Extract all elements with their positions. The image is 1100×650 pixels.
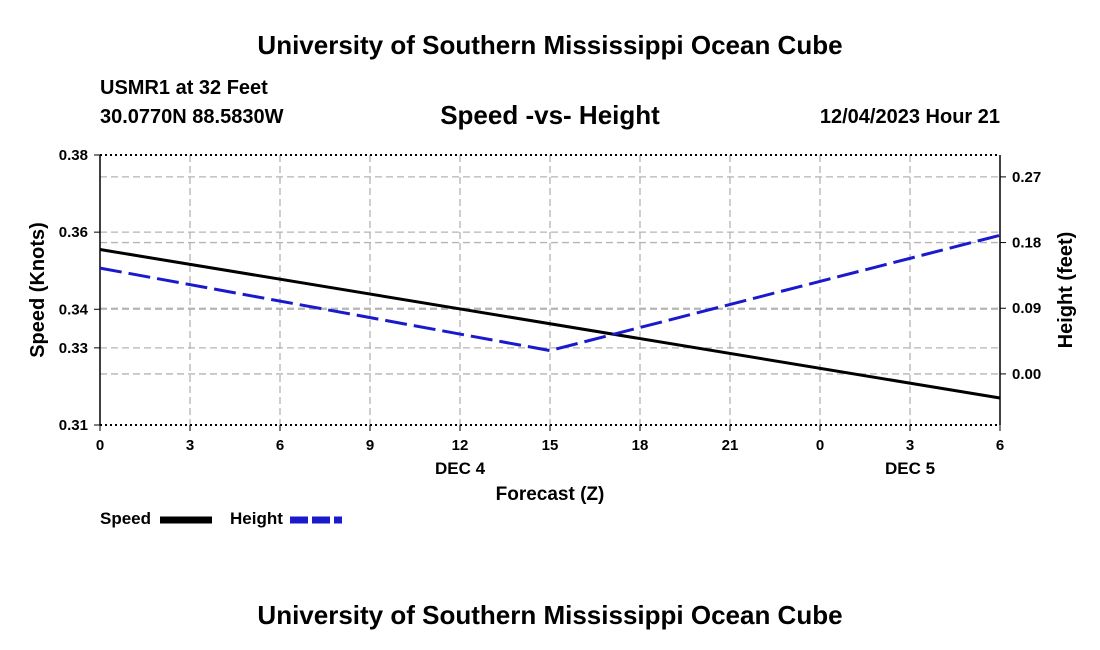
x-tick-label: 21 [722, 437, 739, 454]
x-tick-label: 6 [996, 437, 1004, 454]
x-day-label: DEC 5 [885, 459, 935, 478]
y-left-tick-label: 0.34 [59, 301, 89, 318]
x-tick-label: 12 [452, 437, 469, 454]
y-right-tick-label: 0.27 [1012, 169, 1041, 186]
legend-speed-label: Speed [100, 509, 152, 528]
height-series-line [99, 233, 1001, 353]
x-day-label: DEC 4 [435, 459, 486, 478]
chart-title: Speed -vs- Height [440, 100, 660, 130]
x-tick-label: 3 [186, 437, 194, 454]
speed-height-chart: Forecast (Z) Speed (Knots) Height (feet)… [27, 147, 1077, 505]
axes: Forecast (Z) Speed (Knots) Height (feet)… [27, 147, 1077, 505]
plot-frame [94, 154, 1006, 431]
forecast-datetime: 12/04/2023 Hour 21 [819, 106, 1000, 128]
y-left-tick-label: 0.36 [59, 224, 88, 241]
grid [100, 155, 1000, 425]
x-tick-label: 3 [906, 437, 914, 454]
station-coordinates: 30.0770N 88.5830W [100, 106, 284, 128]
x-tick-label: 0 [96, 437, 104, 454]
x-tick-label: 15 [542, 437, 559, 454]
y-left-tick-label: 0.33 [59, 340, 88, 357]
y-right-tick-label: 0.00 [1012, 366, 1041, 383]
x-tick-label: 18 [632, 437, 649, 454]
legend-speed-swatch [160, 516, 212, 524]
speed-series-line [99, 248, 1001, 400]
y-axis-right-label: Height (feet) [1055, 232, 1077, 349]
y-right-tick-label: 0.09 [1012, 300, 1041, 317]
legend-height-swatch [290, 516, 342, 524]
x-axis-label: Forecast (Z) [496, 484, 605, 505]
legend-height-label: Height [230, 509, 283, 528]
y-right-tick-label: 0.18 [1012, 235, 1041, 252]
x-tick-label: 0 [816, 437, 824, 454]
series-layer [99, 233, 1001, 400]
y-left-tick-label: 0.38 [59, 147, 88, 164]
footer-title: University of Southern Mississippi Ocean… [257, 600, 843, 630]
y-left-tick-label: 0.31 [59, 417, 88, 434]
main-title: University of Southern Mississippi Ocean… [257, 30, 843, 60]
x-tick-label: 6 [276, 437, 284, 454]
station-label: USMR1 at 32 Feet [100, 77, 268, 99]
y-axis-left-label: Speed (Knots) [27, 222, 49, 358]
x-tick-label: 9 [366, 437, 374, 454]
